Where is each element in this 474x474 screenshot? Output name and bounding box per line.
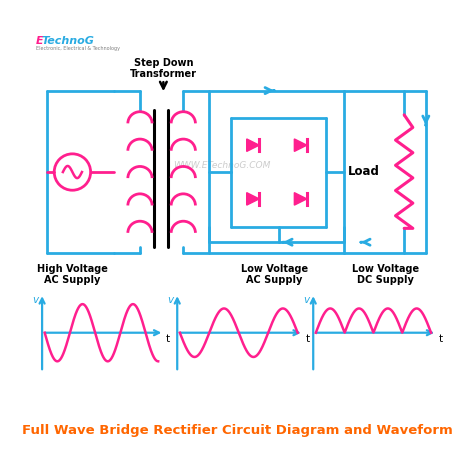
- Text: Electronic, Electrical & Technology: Electronic, Electrical & Technology: [36, 46, 120, 51]
- Text: t: t: [439, 334, 443, 344]
- Text: v: v: [168, 295, 174, 305]
- Text: Low Voltage
AC Supply: Low Voltage AC Supply: [241, 264, 308, 285]
- Text: TechnoG: TechnoG: [41, 36, 94, 46]
- Text: E: E: [36, 36, 44, 46]
- Text: v: v: [304, 295, 310, 305]
- Text: Low Voltage
DC Supply: Low Voltage DC Supply: [352, 264, 419, 285]
- Text: v: v: [33, 295, 38, 305]
- Text: WWW.ETechnoG.COM: WWW.ETechnoG.COM: [173, 162, 271, 171]
- Text: t: t: [166, 334, 170, 344]
- Polygon shape: [246, 139, 259, 151]
- Polygon shape: [294, 192, 307, 205]
- Text: Step Down
Transformer: Step Down Transformer: [130, 58, 197, 79]
- Text: Full Wave Bridge Rectifier Circuit Diagram and Waveform: Full Wave Bridge Rectifier Circuit Diagr…: [22, 424, 452, 437]
- Polygon shape: [246, 192, 259, 205]
- Text: High Voltage
AC Supply: High Voltage AC Supply: [37, 264, 108, 285]
- Text: Load: Load: [348, 164, 380, 178]
- Polygon shape: [294, 139, 307, 151]
- Text: t: t: [305, 334, 310, 344]
